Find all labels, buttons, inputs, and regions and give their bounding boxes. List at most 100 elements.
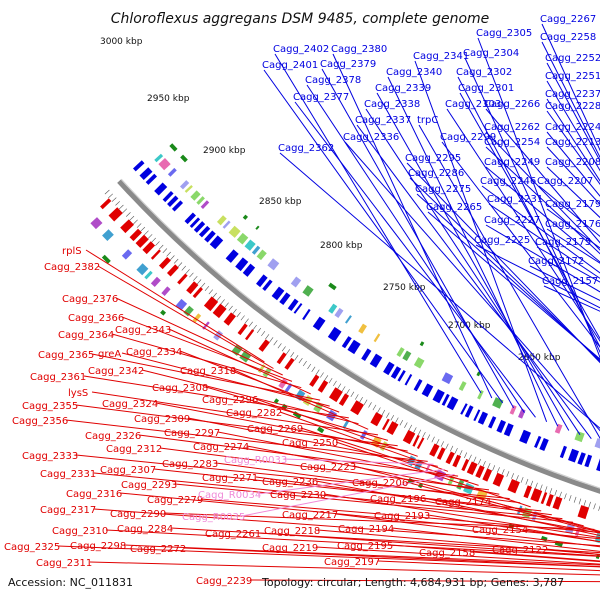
gene-label-cagg-r0033[interactable]: Cagg_R0033: [224, 455, 287, 466]
gene-label-cagg-2293[interactable]: Cagg_2293: [121, 480, 177, 491]
gene-label-cagg-2366[interactable]: Cagg_2366: [68, 313, 124, 324]
gene-label-cagg-2336[interactable]: Cagg_2336: [343, 132, 399, 143]
gene-label-grea[interactable]: greA: [98, 349, 121, 360]
gene-label-cagg-2311[interactable]: Cagg_2311: [36, 558, 92, 569]
gene-label-rpls[interactable]: rplS: [62, 246, 82, 257]
gene-label-cagg-2343[interactable]: Cagg_2343: [115, 325, 171, 336]
gene-label-cagg-2194[interactable]: Cagg_2194: [338, 524, 394, 535]
gene-label-cagg-2324[interactable]: Cagg_2324: [102, 399, 158, 410]
gene-label-cagg-2299[interactable]: Cagg_2299: [440, 132, 496, 143]
gene-label-cagg-2286[interactable]: Cagg_2286: [408, 168, 464, 179]
gene-label-cagg-2231[interactable]: Cagg_2231: [487, 194, 543, 205]
gene-label-cagg-2213[interactable]: Cagg_2213: [545, 137, 600, 148]
gene-label-cagg-2252[interactable]: Cagg_2252: [545, 53, 600, 64]
gene-label-cagg-2361[interactable]: Cagg_2361: [30, 372, 86, 383]
gene-label-cagg-2239[interactable]: Cagg_2239: [196, 576, 252, 587]
gene-label-cagg-2290[interactable]: Cagg_2290: [110, 509, 166, 520]
gene-label-cagg-2196[interactable]: Cagg_2196: [370, 494, 426, 505]
gene-label-cagg-2250[interactable]: Cagg_2250: [282, 438, 338, 449]
gene-label-cagg-2297[interactable]: Cagg_2297: [164, 428, 220, 439]
gene-label-cagg-2298[interactable]: Cagg_2298: [70, 541, 126, 552]
gene-label-cagg-r0035[interactable]: Cagg_R0035: [182, 512, 245, 523]
gene-label-cagg-2301[interactable]: Cagg_2301: [458, 83, 514, 94]
gene-label-trpc[interactable]: trpC: [417, 115, 438, 126]
gene-label-cagg-2269[interactable]: Cagg_2269: [247, 424, 303, 435]
gene-label-cagg-2382[interactable]: Cagg_2382: [44, 262, 100, 273]
gene-label-cagg-2197[interactable]: Cagg_2197: [324, 557, 380, 568]
gene-label-cagg-2157[interactable]: Cagg_2157: [542, 276, 598, 287]
gene-label-cagg-2379[interactable]: Cagg_2379: [320, 59, 376, 70]
gene-label-cagg-2217[interactable]: Cagg_2217: [282, 510, 338, 521]
gene-label-cagg-2308[interactable]: Cagg_2308: [152, 383, 208, 394]
gene-label-cagg-2339[interactable]: Cagg_2339: [375, 83, 431, 94]
gene-label-cagg-2122[interactable]: Cagg_2122: [492, 545, 548, 556]
gene-label-cagg-2172[interactable]: Cagg_2172: [528, 256, 584, 267]
gene-label-cagg-2237[interactable]: Cagg_2237: [545, 89, 600, 100]
gene-label-cagg-2304[interactable]: Cagg_2304: [463, 48, 519, 59]
gene-label-cagg-2318[interactable]: Cagg_2318: [180, 366, 236, 377]
gene-label-cagg-2365[interactable]: Cagg_2365: [38, 350, 94, 361]
gene-label-cagg-2334[interactable]: Cagg_2334: [126, 347, 182, 358]
gene-label-cagg-2208[interactable]: Cagg_2208: [545, 157, 600, 168]
gene-label-cagg-2271[interactable]: Cagg_2271: [202, 473, 258, 484]
gene-label-cagg-2356[interactable]: Cagg_2356: [12, 416, 68, 427]
gene-label-cagg-2249[interactable]: Cagg_2249: [484, 157, 540, 168]
gene-label-cagg-2223[interactable]: Cagg_2223: [300, 462, 356, 473]
gene-label-cagg-2261[interactable]: Cagg_2261: [205, 529, 261, 540]
gene-label-cagg-2317[interactable]: Cagg_2317: [40, 505, 96, 516]
gene-label-cagg-2258[interactable]: Cagg_2258: [540, 32, 596, 43]
gene-label-cagg-2175[interactable]: Cagg_2175: [535, 237, 591, 248]
gene-label-cagg-2206[interactable]: Cagg_2206: [352, 478, 408, 489]
gene-label-cagg-2193[interactable]: Cagg_2193: [374, 511, 430, 522]
gene-label-cagg-2401[interactable]: Cagg_2401: [262, 60, 318, 71]
gene-label-cagg-2338[interactable]: Cagg_2338: [364, 99, 420, 110]
gene-label-cagg-2312[interactable]: Cagg_2312: [106, 444, 162, 455]
gene-label-cagg-2310[interactable]: Cagg_2310: [52, 526, 108, 537]
gene-label-cagg-2333[interactable]: Cagg_2333: [22, 451, 78, 462]
gene-label-cagg-2303[interactable]: Cagg_2303: [445, 99, 501, 110]
gene-label-cagg-2284[interactable]: Cagg_2284: [117, 524, 173, 535]
gene-label-cagg-2302[interactable]: Cagg_2302: [456, 67, 512, 78]
gene-label-cagg-2326[interactable]: Cagg_2326: [85, 431, 141, 442]
gene-label-cagg-2377[interactable]: Cagg_2377: [293, 92, 349, 103]
gene-label-cagg-2279[interactable]: Cagg_2279: [147, 495, 203, 506]
gene-label-cagg-2402[interactable]: Cagg_2402: [273, 44, 329, 55]
gene-label-cagg-2295[interactable]: Cagg_2295: [405, 153, 461, 164]
gene-label-cagg-2218[interactable]: Cagg_2218: [264, 526, 320, 537]
gene-label-cagg-2309[interactable]: Cagg_2309: [134, 414, 190, 425]
gene-label-cagg-2219[interactable]: Cagg_2219: [262, 543, 318, 554]
gene-label-cagg-2305[interactable]: Cagg_2305: [476, 28, 532, 39]
gene-label-cagg-2176[interactable]: Cagg_2176: [545, 219, 600, 230]
gene-label-cagg-2355[interactable]: Cagg_2355: [22, 401, 78, 412]
gene-label-cagg-2265[interactable]: Cagg_2265: [426, 202, 482, 213]
gene-label-cagg-2158[interactable]: Cagg_2158: [419, 548, 475, 559]
gene-label-cagg-2154[interactable]: Cagg_2154: [472, 525, 528, 536]
gene-label-cagg-2246[interactable]: Cagg_2246: [480, 176, 536, 187]
gene-label-cagg-2325[interactable]: Cagg_2325: [4, 542, 60, 553]
gene-label-lyss[interactable]: lysS: [68, 388, 88, 399]
gene-label-cagg-2316[interactable]: Cagg_2316: [66, 489, 122, 500]
gene-label-cagg-2307[interactable]: Cagg_2307: [100, 465, 156, 476]
gene-label-cagg-2282[interactable]: Cagg_2282: [226, 408, 282, 419]
gene-label-cagg-2272[interactable]: Cagg_2272: [130, 544, 186, 555]
gene-label-cagg-2362[interactable]: Cagg_2362: [278, 143, 334, 154]
gene-label-cagg-2254[interactable]: Cagg_2254: [484, 137, 540, 148]
gene-label-cagg-2378[interactable]: Cagg_2378: [305, 75, 361, 86]
gene-label-cagg-2174[interactable]: Cagg_2174: [435, 497, 491, 508]
gene-label-cagg-2230[interactable]: Cagg_2230: [270, 490, 326, 501]
gene-label-cagg-2274[interactable]: Cagg_2274: [193, 442, 249, 453]
gene-label-cagg-2340[interactable]: Cagg_2340: [386, 67, 442, 78]
gene-label-cagg-2251[interactable]: Cagg_2251: [545, 71, 600, 82]
gene-label-cagg-2331[interactable]: Cagg_2331: [40, 469, 96, 480]
gene-label-cagg-2266[interactable]: Cagg_2266: [484, 99, 540, 110]
gene-label-cagg-2179[interactable]: Cagg_2179: [545, 199, 600, 210]
gene-label-cagg-2224[interactable]: Cagg_2224: [545, 122, 600, 133]
gene-label-cagg-2225[interactable]: Cagg_2225: [474, 235, 530, 246]
gene-label-cagg-2296[interactable]: Cagg_2296: [202, 395, 258, 406]
gene-label-cagg-2195[interactable]: Cagg_2195: [337, 541, 393, 552]
gene-label-cagg-2337[interactable]: Cagg_2337: [355, 115, 411, 126]
gene-label-cagg-r0034[interactable]: Cagg_R0034: [198, 490, 261, 501]
gene-label-cagg-2228[interactable]: Cagg_2228: [545, 101, 600, 112]
gene-label-cagg-2283[interactable]: Cagg_2283: [162, 459, 218, 470]
gene-label-cagg-2236[interactable]: Cagg_2236: [262, 477, 318, 488]
